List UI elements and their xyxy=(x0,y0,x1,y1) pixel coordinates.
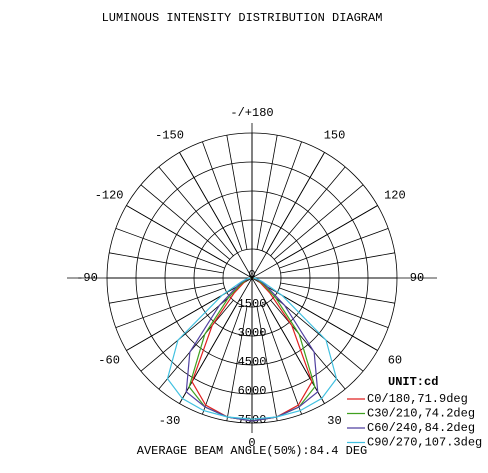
theta-tick-label: -30 xyxy=(159,414,181,428)
theta-tick-label: 60 xyxy=(388,354,402,368)
annotation: AVERAGE BEAM ANGLE(50%):84.4 DEG xyxy=(137,444,367,458)
series-line xyxy=(185,277,319,422)
theta-tick-label: 90 xyxy=(410,271,424,285)
series-line xyxy=(166,277,338,420)
theta-tick-label: 150 xyxy=(324,128,346,142)
theta-tick-label: 120 xyxy=(384,189,406,203)
theta-tick-label: -150 xyxy=(155,128,184,142)
unit-label: UNIT:cd xyxy=(388,375,438,389)
theta-tick xyxy=(251,277,325,404)
theta-tick xyxy=(126,205,253,279)
theta-tick-label: 0 xyxy=(248,436,255,450)
theta-tick xyxy=(251,205,378,279)
chart-title: LUMINOUS INTENSITY DISTRIBUTION DIAGRAM xyxy=(102,11,383,25)
legend-label: C60/240,84.2deg xyxy=(367,421,475,435)
theta-tick-label: -/+180 xyxy=(230,106,273,120)
legend-label: C30/210,74.2deg xyxy=(367,407,475,421)
legend-label: C0/180,71.9deg xyxy=(367,392,468,406)
theta-tick xyxy=(126,277,253,351)
theta-tick-label: -90 xyxy=(76,271,98,285)
theta-tick-label: 30 xyxy=(327,414,341,428)
theta-tick-label: -60 xyxy=(98,354,120,368)
legend-label: C90/270,107.3deg xyxy=(367,436,482,450)
theta-tick xyxy=(179,277,253,404)
theta-tick xyxy=(251,277,378,351)
theta-tick xyxy=(251,152,325,279)
theta-tick xyxy=(179,152,253,279)
theta-tick-label: -120 xyxy=(95,189,124,203)
